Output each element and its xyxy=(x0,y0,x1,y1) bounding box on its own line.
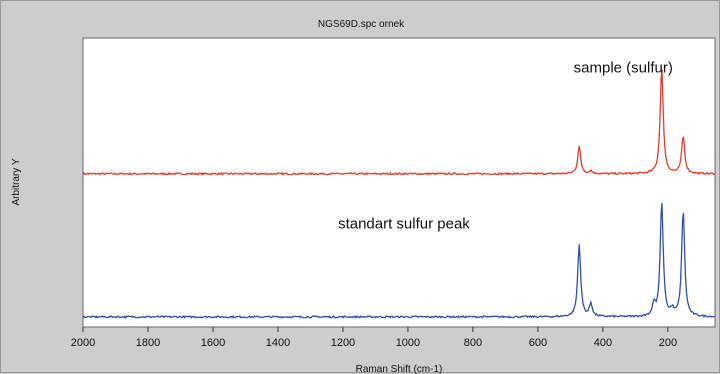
annotations: sample (sulfur) standart sulfur peak xyxy=(338,60,673,233)
x-tick-label: 1200 xyxy=(331,337,355,349)
x-axis-title: Raman Shift (cm-1) xyxy=(356,364,443,374)
x-tick-label: 1000 xyxy=(396,337,420,349)
x-tick-label: 2000 xyxy=(71,337,95,349)
x-tick-label: 200 xyxy=(659,337,677,349)
x-tick-label: 400 xyxy=(594,337,612,349)
standard-spectrum-line xyxy=(82,202,715,319)
x-axis-ticks: 2000 1800 1600 1400 1200 1000 800 600 400 200 xyxy=(71,327,677,349)
x-tick-label: 600 xyxy=(529,337,547,349)
annotation-label: standart sulfur peak xyxy=(338,216,470,233)
plot-area xyxy=(82,37,716,328)
chart-title: NGS69D.spc ornek xyxy=(317,19,405,30)
x-tick-label: 1600 xyxy=(201,337,225,349)
sample-spectrum-line xyxy=(82,69,715,176)
annotation-label: sample (sulfur) xyxy=(574,60,673,77)
series-group xyxy=(82,69,715,319)
y-axis-title: Arbitrary Y xyxy=(11,158,22,205)
x-tick-label: 800 xyxy=(464,337,482,349)
x-tick-label: 1800 xyxy=(136,337,160,349)
x-tick-label: 1400 xyxy=(266,337,290,349)
